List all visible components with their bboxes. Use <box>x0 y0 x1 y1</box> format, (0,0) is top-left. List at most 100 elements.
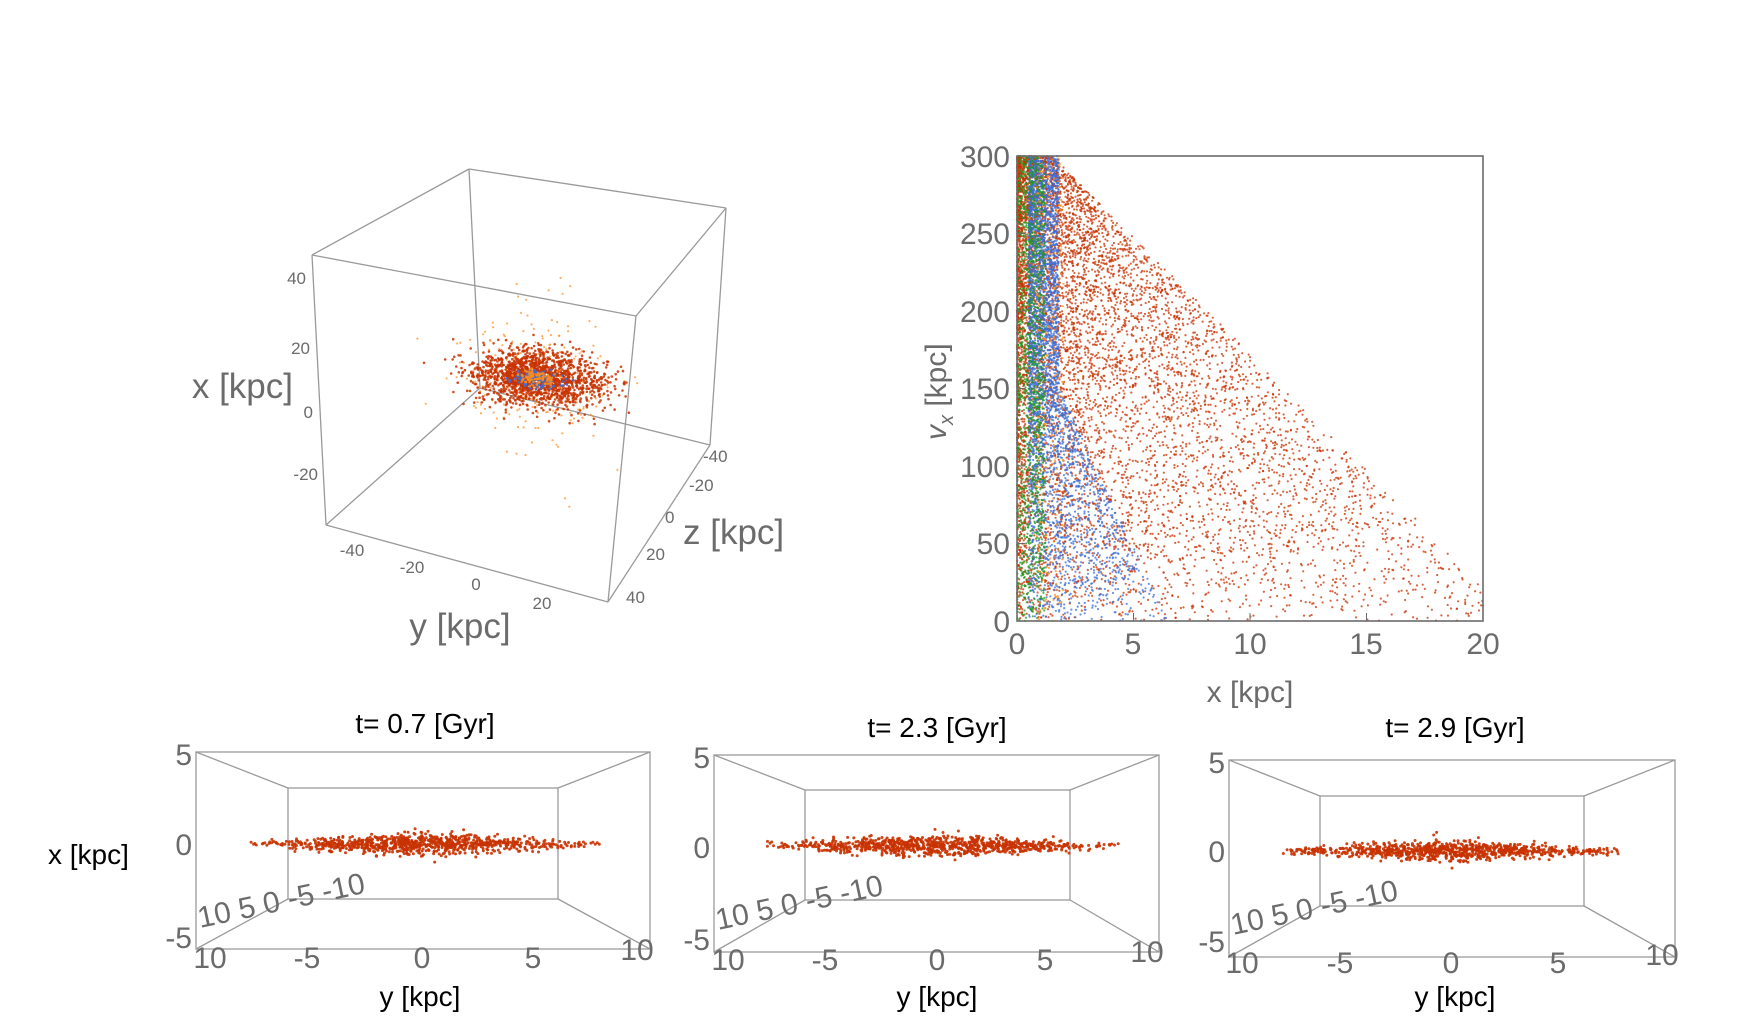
cube-point <box>493 390 496 393</box>
cube-point <box>514 385 518 388</box>
cube-point <box>572 403 575 407</box>
cube-point <box>556 396 559 400</box>
phase-point <box>1223 401 1226 404</box>
phase-point <box>1065 330 1068 333</box>
phase-point <box>1287 583 1290 587</box>
phase-point <box>1060 310 1064 313</box>
cube-point <box>504 387 508 391</box>
phase-point <box>1171 330 1174 333</box>
cube-point <box>623 381 626 384</box>
cube-point <box>512 393 516 397</box>
phase-point <box>1434 591 1437 594</box>
phase-point <box>1145 448 1148 451</box>
cube-point <box>590 393 594 397</box>
phase-point <box>1184 475 1187 478</box>
phase-point <box>1465 612 1468 615</box>
phase-point <box>1048 605 1051 608</box>
phase-point <box>1074 416 1077 419</box>
cube-y-tick: 20 <box>533 594 552 613</box>
phase-point <box>1384 538 1387 541</box>
phase-point <box>1216 428 1219 431</box>
phase-point <box>1299 481 1302 484</box>
phase-point <box>1083 493 1086 496</box>
cube-point <box>588 356 592 359</box>
phase-point <box>1334 581 1337 584</box>
cube-point <box>546 386 549 390</box>
phase-point <box>1080 308 1084 311</box>
cube-point <box>538 361 541 365</box>
phase-point <box>1131 489 1135 492</box>
phase-point <box>1065 369 1068 373</box>
phase-point <box>1172 479 1175 482</box>
phase-point <box>1085 309 1088 312</box>
cube-point <box>578 366 581 369</box>
phase-point <box>1275 515 1278 518</box>
phase-point <box>1087 257 1090 260</box>
phase-point <box>1082 273 1085 277</box>
cube-point <box>570 413 573 417</box>
phase-point <box>1301 456 1304 459</box>
phase-point <box>1113 247 1117 250</box>
phase-point <box>1123 379 1126 382</box>
phase-point <box>1452 581 1455 584</box>
phase-point <box>1196 431 1199 435</box>
phase-point <box>1165 460 1168 463</box>
phase-point <box>1228 414 1231 417</box>
phase-point <box>1215 341 1218 344</box>
phase-point <box>1135 258 1138 261</box>
phase-point <box>1332 536 1335 539</box>
cube-point <box>508 344 512 348</box>
phase-point <box>1300 527 1304 530</box>
cube-point <box>579 379 583 383</box>
phase-point <box>1206 417 1209 420</box>
phase-point <box>1023 412 1026 415</box>
phase-point <box>1239 577 1243 580</box>
phase-point <box>1214 405 1217 408</box>
cube-point <box>521 346 525 349</box>
phase-point <box>1086 260 1089 263</box>
phase-point <box>1351 595 1354 598</box>
phase-point <box>1083 528 1086 531</box>
phase-point <box>1103 244 1106 248</box>
phase-point <box>1089 451 1092 454</box>
phase-point <box>1069 404 1072 408</box>
phase-point <box>1180 363 1183 366</box>
cube-point <box>517 381 521 384</box>
cube-point <box>504 403 508 407</box>
cube-point <box>568 340 572 344</box>
phase-point <box>1151 608 1154 611</box>
cube-point <box>497 338 500 342</box>
phase-point <box>1209 542 1212 545</box>
phase-point <box>1086 239 1089 242</box>
phase-point <box>1085 401 1088 404</box>
phase-point <box>1214 473 1217 476</box>
phase-point <box>1228 407 1231 410</box>
cube-point <box>560 343 564 347</box>
phase-point <box>1128 370 1131 373</box>
cube-point <box>541 335 544 338</box>
phase-point <box>1256 378 1259 382</box>
phase-point <box>1464 598 1467 601</box>
phase-point <box>1074 254 1077 257</box>
phase-point <box>1228 460 1231 463</box>
phase-point <box>1062 187 1065 190</box>
phase-point <box>1210 608 1213 612</box>
phase-point <box>1333 506 1336 509</box>
cube-point <box>497 384 500 387</box>
cube-z-tick: 0 <box>665 508 674 527</box>
cube-point <box>521 402 525 406</box>
phase-point <box>1148 376 1151 380</box>
cube-point <box>542 408 545 412</box>
phase-point <box>1106 344 1110 347</box>
cube-point <box>492 342 495 345</box>
phase-point <box>1345 505 1348 508</box>
phase-point <box>1430 553 1433 557</box>
phase-point <box>1086 356 1090 359</box>
cube-point <box>468 389 472 393</box>
cube-point <box>483 376 487 380</box>
cube-point <box>484 369 488 373</box>
cube-point <box>556 403 559 407</box>
phase-point <box>1087 526 1090 529</box>
phase-point <box>1386 519 1389 522</box>
cube-point <box>459 354 462 357</box>
